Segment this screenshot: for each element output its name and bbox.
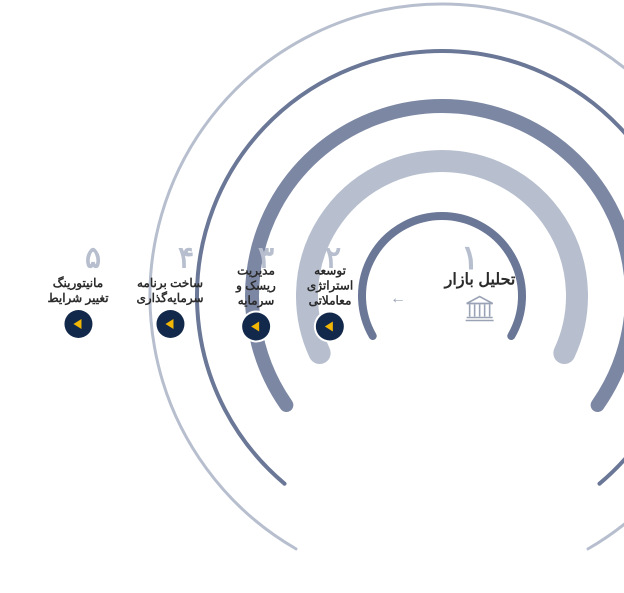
play-badge-icon — [64, 310, 92, 338]
step-2-label: توسعه استراتژی معاملاتی — [307, 264, 353, 309]
step-3-label: مدیریت ریسک و سرمایه — [236, 264, 276, 309]
step-5-monitor: مانیتورینگ تغییر شرایط — [47, 276, 108, 338]
step-number-5: ۵ — [85, 241, 101, 276]
play-badge-icon — [316, 313, 344, 341]
institution-icon — [445, 296, 516, 327]
play-badge-icon — [156, 310, 184, 338]
step-4-plan: ساخت برنامه سرمایه‌گذاری — [136, 276, 203, 338]
step-2-strategy: توسعه استراتژی معاملاتی — [307, 264, 353, 341]
diagram-canvas: ۱ ۲ ۳ ۴ ۵ ← تحلیل بازار — [0, 0, 624, 593]
flow-arrow-icon: ← — [390, 290, 406, 308]
step-4-label: ساخت برنامه سرمایه‌گذاری — [136, 276, 203, 306]
step-number-4: ۴ — [178, 241, 194, 276]
step-1-label: تحلیل بازار — [445, 270, 516, 290]
play-badge-icon — [242, 313, 270, 341]
step-3-risk: مدیریت ریسک و سرمایه — [236, 264, 276, 341]
step-1-market-analysis: تحلیل بازار — [445, 270, 516, 327]
step-5-label: مانیتورینگ تغییر شرایط — [47, 276, 108, 306]
